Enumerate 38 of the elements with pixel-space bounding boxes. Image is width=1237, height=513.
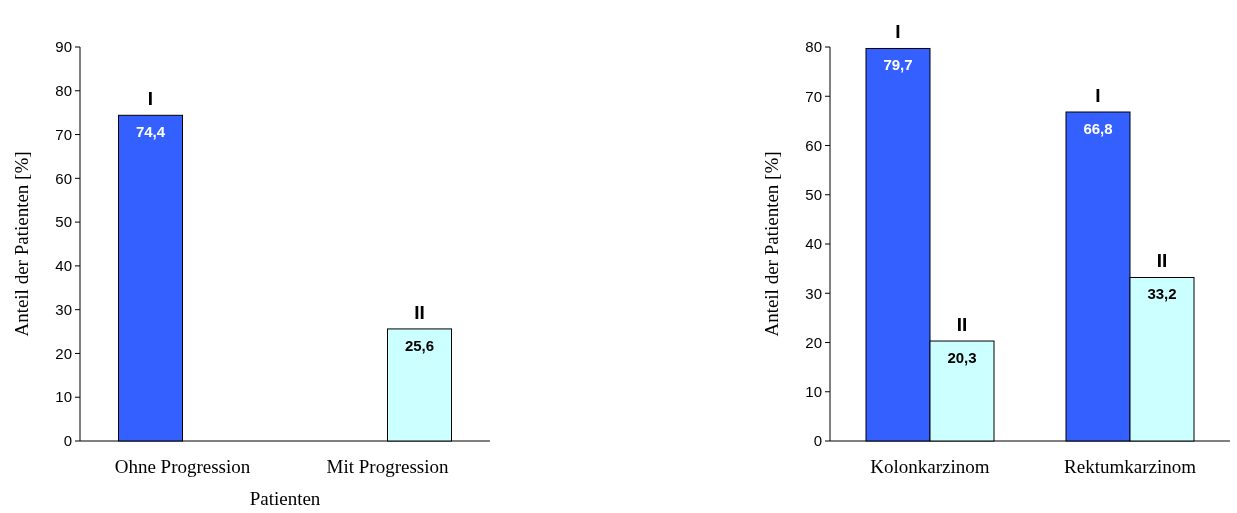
- y-tick-label: 10: [55, 388, 72, 406]
- y-tick-label: 40: [55, 257, 72, 275]
- series-label: II: [414, 301, 425, 323]
- data-label: 20,3: [947, 349, 977, 367]
- text: II: [1156, 250, 1168, 272]
- y-tick-label: 80: [55, 82, 72, 100]
- y-tick-label: 40: [805, 235, 822, 253]
- y-tick-label: 90: [55, 38, 72, 56]
- x-tick-label: Kolonkarzinom: [870, 456, 990, 477]
- series-label: I: [895, 21, 901, 43]
- y-tick-label: 30: [805, 284, 822, 302]
- data-label: 33,2: [1147, 285, 1177, 303]
- data-label: 74,4: [135, 123, 166, 141]
- y-tick-label: 20: [805, 333, 822, 351]
- series-label: II: [956, 314, 968, 336]
- data-label: 66,8: [1083, 120, 1113, 138]
- x-tick-label: Rektumkarzinom: [1064, 456, 1197, 477]
- y-tick-label: 50: [55, 213, 72, 231]
- y-tick-label: 50: [805, 186, 822, 203]
- y-tick-label: 80: [805, 38, 822, 56]
- data-label: 25,6: [404, 336, 435, 354]
- y-tick-label: 70: [805, 87, 822, 105]
- data-label: 79,7: [883, 56, 913, 74]
- y-tick-label: 20: [55, 344, 72, 362]
- y-tick-label: 60: [805, 136, 822, 154]
- x-tick-label: Mit Progression: [326, 456, 449, 477]
- x-tick-label: Ohne Progression: [114, 456, 251, 477]
- series-label: I: [147, 88, 154, 110]
- y-tick-label: 10: [805, 383, 822, 400]
- text: I: [1095, 85, 1101, 107]
- y-tick-label: 0: [813, 432, 822, 450]
- y-tick-label: 30: [55, 300, 72, 318]
- y-tick-label: 70: [55, 125, 72, 143]
- y-axis-title: Anteil der Patienten [%]: [761, 151, 782, 337]
- x-axis-title: Patienten: [249, 488, 321, 509]
- y-tick-label: 0: [63, 432, 72, 450]
- y-axis-title: Anteil der Patienten [%]: [11, 151, 32, 337]
- y-tick-label: 60: [55, 169, 72, 187]
